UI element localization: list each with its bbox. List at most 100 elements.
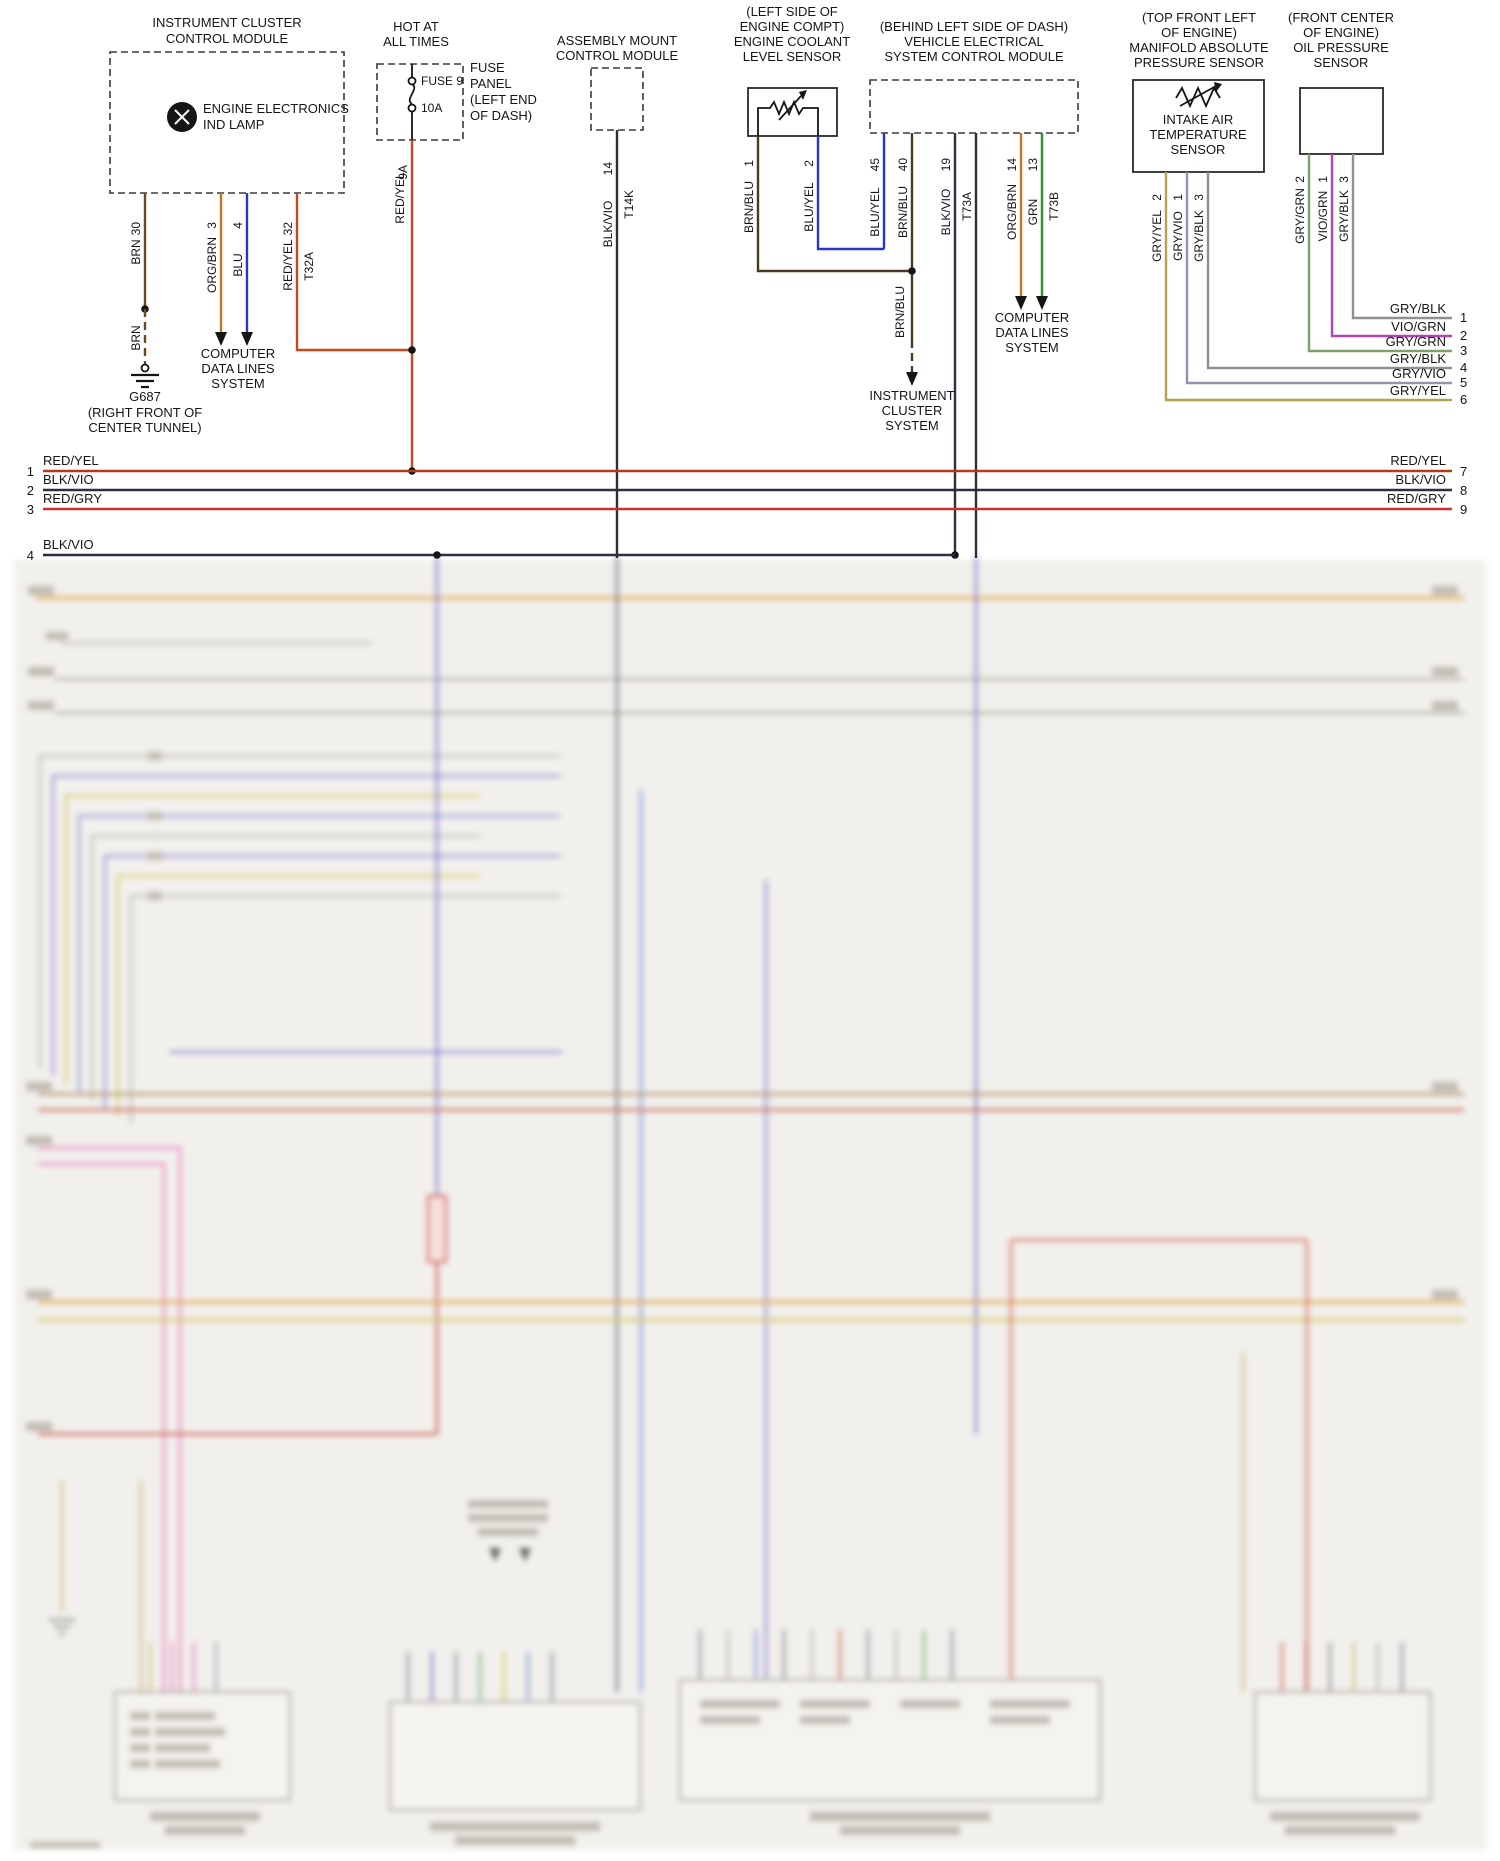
module-title: SYSTEM CONTROL MODULE xyxy=(884,49,1064,64)
destination-label: DATA LINES xyxy=(201,361,275,376)
module-title: OF ENGINE) xyxy=(1161,25,1237,40)
wire-label: BRN/BLU xyxy=(742,181,756,233)
assembly-mount-control-module: ASSEMBLY MOUNT CONTROL MODULE 14 T14K BL… xyxy=(556,33,678,558)
row-number: 4 xyxy=(1460,360,1467,375)
pin-number: 3 xyxy=(1192,194,1206,201)
sensor-box xyxy=(747,87,838,137)
destination-label: SYSTEM xyxy=(885,418,938,433)
wire-gry-blk xyxy=(1206,172,1452,370)
pin-number: 32 xyxy=(281,222,295,236)
fuse-box xyxy=(376,63,464,141)
wire-label: GRY/YEL xyxy=(1150,210,1164,262)
module-title: OIL PRESSURE xyxy=(1293,40,1389,55)
connector-label: T73A xyxy=(960,192,974,221)
indicator-lamp-icon xyxy=(167,102,197,132)
inner-label: INTAKE AIR xyxy=(1163,112,1234,127)
arrow-down-icon xyxy=(1036,296,1048,310)
row-label: BLK/VIO xyxy=(1395,472,1446,487)
inner-label: SENSOR xyxy=(1171,142,1226,157)
row-number: 9 xyxy=(1460,502,1467,517)
lamp-label: IND LAMP xyxy=(203,117,264,132)
wire-label: BLU/YEL xyxy=(868,187,882,237)
wire-label: BRN xyxy=(129,239,143,264)
module-title: (FRONT CENTER xyxy=(1288,10,1394,25)
row-number: 2 xyxy=(1460,328,1467,343)
pin-number: 3 xyxy=(205,222,219,229)
ground-location: (RIGHT FRONT OF xyxy=(88,405,202,420)
wire-label: GRY/BLK xyxy=(1192,210,1206,262)
row-label: GRY/BLK xyxy=(1390,301,1446,316)
junction-dot xyxy=(908,267,916,275)
row-number: 4 xyxy=(27,548,34,563)
ground-icon xyxy=(131,363,159,389)
destination-label: INSTRUMENT xyxy=(869,388,954,403)
vehicle-electrical-system-control-module: (BEHIND LEFT SIDE OF DASH) VEHICLE ELECT… xyxy=(868,19,1079,559)
connector-label: T73B xyxy=(1047,192,1061,221)
pin-number: 1 xyxy=(1316,176,1330,183)
module-title: ENGINE COMPT) xyxy=(740,19,845,34)
fuse-icon xyxy=(407,64,417,140)
module-title: ENGINE COOLANT xyxy=(734,34,850,49)
pin-number: 19 xyxy=(939,158,953,172)
sensor-box xyxy=(1299,87,1384,155)
fuse-rating: 10A xyxy=(421,101,442,115)
pin-number: 2 xyxy=(802,160,816,167)
row-label: VIO/GRN xyxy=(1391,319,1446,334)
module-title: (LEFT SIDE OF xyxy=(746,4,838,19)
pin-number: 4 xyxy=(231,222,245,229)
panel-label: FUSE xyxy=(470,60,505,75)
module-title: SENSOR xyxy=(1314,55,1369,70)
wire-label: BLU/YEL xyxy=(802,182,816,232)
module-title: LEVEL SENSOR xyxy=(743,49,842,64)
wire-label: GRY/VIO xyxy=(1171,211,1185,261)
row-label: BLK/VIO xyxy=(43,537,94,552)
module-box xyxy=(869,79,1079,134)
wire-label: BLK/VIO xyxy=(939,189,953,236)
wire-gry-vio xyxy=(1185,172,1452,385)
power-label: ALL TIMES xyxy=(383,34,449,49)
junction-dot xyxy=(408,346,416,354)
arrow-down-icon xyxy=(241,332,253,346)
module-title: OF ENGINE) xyxy=(1303,25,1379,40)
lamp-label: ENGINE ELECTRONICS xyxy=(203,101,349,116)
row-number: 7 xyxy=(1460,464,1467,479)
junction-dot xyxy=(433,551,441,559)
module-title: ASSEMBLY MOUNT xyxy=(557,33,677,48)
module-title: MANIFOLD ABSOLUTE xyxy=(1129,40,1269,55)
panel-label: (LEFT END xyxy=(470,92,537,107)
pin-number: 1 xyxy=(742,160,756,167)
pin-number: 1 xyxy=(1171,194,1185,201)
wire-gry-yel xyxy=(1164,172,1452,402)
row-label: GRY/BLK xyxy=(1390,351,1446,366)
module-box xyxy=(590,67,644,131)
wire-label: GRN xyxy=(1026,199,1040,226)
engine-coolant-level-sensor: (LEFT SIDE OF ENGINE COMPT) ENGINE COOLA… xyxy=(734,4,912,273)
row-number: 6 xyxy=(1460,392,1467,407)
row-number: 5 xyxy=(1460,375,1467,390)
row-label: RED/YEL xyxy=(1390,453,1446,468)
row-number: 2 xyxy=(27,483,34,498)
destination-label: DATA LINES xyxy=(995,325,1069,340)
pin-number: 40 xyxy=(896,158,910,172)
level-sensor-icon xyxy=(757,90,819,136)
row-label: GRY/GRN xyxy=(1386,334,1446,349)
pin-number: 14 xyxy=(601,162,615,176)
right-connector-rows: GRY/BLK 1 VIO/GRN 2 GRY/GRN 3 GRY/BLK 4 … xyxy=(1386,301,1468,407)
module-title: VEHICLE ELECTRICAL xyxy=(904,34,1043,49)
wire-red-yel xyxy=(295,193,412,352)
oil-pressure-sensor: (FRONT CENTER OF ENGINE) OIL PRESSURE SE… xyxy=(1288,10,1452,353)
row-number: 3 xyxy=(27,502,34,517)
inner-label: TEMPERATURE xyxy=(1149,127,1247,142)
destination-label: COMPUTER xyxy=(995,310,1069,325)
wire-label: BLU xyxy=(231,253,245,276)
pin-number: 14 xyxy=(1005,158,1019,172)
row-label: GRY/YEL xyxy=(1390,383,1446,398)
ground-location: CENTER TUNNEL) xyxy=(88,420,201,435)
wire-vio-grn xyxy=(1330,154,1452,338)
fuse-name: FUSE 9 xyxy=(421,74,463,88)
connector-label: T32A xyxy=(302,252,316,281)
wire-brn-blu xyxy=(756,136,912,273)
blurred-wiring-region xyxy=(14,556,1486,1850)
